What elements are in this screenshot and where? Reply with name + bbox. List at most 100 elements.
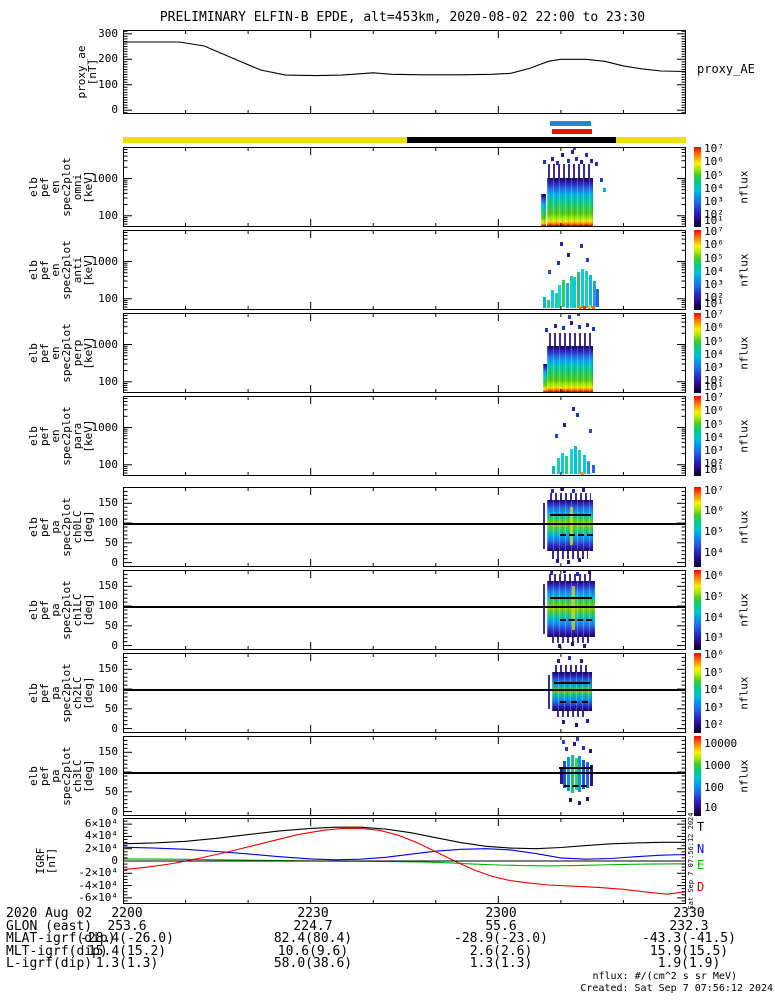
ylabel-ch1LC-text: elb pef pa spec2plot ch1LC [deg] [27,580,95,640]
colorbar-title-omni-text: nflux [737,170,751,204]
xaxis-value: -28.4(-26.0) [80,931,174,946]
y-tick-label: 100 [98,599,118,613]
spec-fringe [542,584,547,634]
spec-column [547,299,551,309]
spec-column [587,305,591,310]
losscone-line [550,597,592,600]
spec-speck [592,327,596,332]
colorbar-tick-label: 10⁷ [704,225,724,239]
panel-axes [123,736,686,816]
pa-90deg-line [124,523,685,525]
y-tick-label: 100 [98,516,118,530]
spec-column [580,472,584,476]
spec-speck [588,570,592,575]
y-tick-label: 50 [104,535,118,549]
spec-panel-ch0LC [123,487,686,567]
y-tick-label: 1000 [91,337,119,351]
colorbar-title-ch2LC-text: nflux [737,676,751,710]
spec-speck [543,159,547,164]
colorbar-tick-label: 10⁵ [704,525,724,539]
colorbar-tick-label: 10000 [704,737,738,751]
xaxis-value: -28.9(-23.0) [454,931,548,946]
spec-speck [562,720,566,725]
spec-speck [594,161,598,166]
colorbar-tick-label: 10⁶ [704,404,724,418]
losscone-line [559,767,592,770]
spec-fringe [549,493,591,501]
spec-column [565,456,569,475]
y-tick-label: 150 [98,496,118,510]
y-tick-label: 100 [98,208,118,222]
spec-column [569,275,573,308]
spec-speck [563,422,567,427]
spec-speck [599,178,603,183]
colorbar-tick-label: 10⁴ [704,348,724,361]
y-tick-label: 50 [104,701,118,715]
spec-column [592,306,596,310]
spec-speck [573,147,577,151]
colorbar-tick-label: 10⁴ [704,683,724,697]
spec-speck [575,736,579,741]
spec-blob [551,672,593,712]
panel-igrf [123,818,686,904]
colorbar-tick-label: 10⁶ [704,569,724,582]
line-series-proxy_ae [123,41,686,77]
y-tick-label: 150 [98,745,118,759]
y-tick-label: 0 [111,804,118,818]
spec-speck [560,487,564,492]
colorbar-title-ch1LC-text: nflux [737,593,751,627]
spec-column [591,464,595,474]
colorbar-tick-label: 100 [704,780,724,794]
colorbar-tick-label: 10³ [704,195,724,209]
spec-panel-omni [123,147,686,227]
y-tick-label: 50 [104,784,118,798]
colorbar-anti [694,230,701,310]
colorbar-tick-label: 10³ [704,361,724,375]
flux-units-note: nflux: #/(cm^2 s sr MeV) [592,971,738,982]
y-tick-label: 0 [111,638,118,652]
anti-losscone-line [564,784,587,787]
spec-speck [580,244,584,249]
y-tick-label: -4×10⁴ [78,878,118,892]
y-tick-label: 0 [111,854,118,867]
spec-speck [569,798,573,803]
spec-column [580,268,584,308]
y-tick-label: 100 [98,765,118,779]
legend-D: D [697,880,705,894]
colorbar-tick-label: 10⁵ [704,251,724,265]
y-tick-label: 4×10⁴ [84,829,118,843]
y-tick-label: 1000 [91,171,119,185]
spec-speck [560,241,564,246]
xaxis-value: 232.3 [669,918,709,934]
colorbar-tick-label: 10³ [704,700,724,714]
spec-speck [575,571,579,576]
spec-speck [585,718,589,723]
colorbar-tick-label: 10⁶ [704,155,724,169]
created-timestamp: Created: Sat Sep 7 07:56:12 2024 [580,983,773,994]
legend-N: N [697,842,705,856]
xaxis-row-label: MLAT-igrf(dip) [6,931,116,946]
y-tick-label: 100 [98,77,118,91]
ylabel-anti-text: elb pef en spec2plot anti [keV] [27,240,95,300]
y-tick-label: 200 [98,52,118,66]
y-tick-label: 100 [98,682,118,696]
colorbar-tick-label: 10² [704,208,724,221]
xaxis-value: 2300 [485,906,517,921]
losscone-line [550,513,591,516]
spec-column [552,465,556,475]
spec-speck [585,796,589,801]
pa-90deg-line [124,689,685,691]
colorbar-tick-label: 10⁴ [704,431,724,444]
colorbar-tick-label: 10⁴ [704,546,724,559]
pa-90deg-line [124,606,685,608]
spec-panel-anti [123,230,686,310]
colorbar-ch1LC [694,570,701,650]
y-tick-label: 0 [111,721,118,735]
xaxis-value: 15.9(15.5) [649,943,729,959]
spec-panel-ch3LC [123,736,686,816]
spec-column [542,297,546,309]
xaxis-value: 1.3(1.3) [95,956,159,971]
xaxis-value: 82.4(80.4) [273,931,353,946]
line-series-igrf [123,826,686,895]
colorbar-tick-label: 10² [704,291,724,304]
